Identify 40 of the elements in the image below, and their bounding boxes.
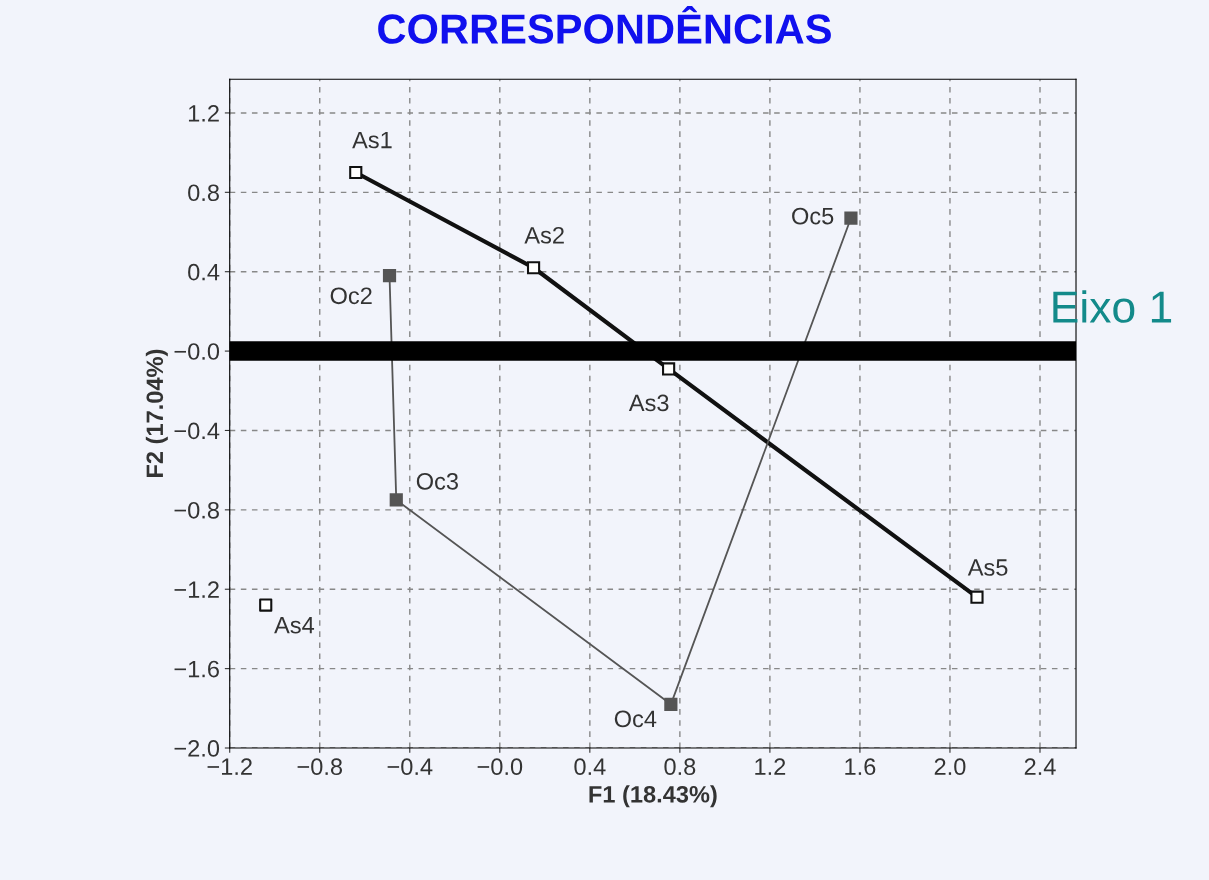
x-tick-label: −0.4 [387, 758, 433, 776]
x-axis-title: F1 (18.43%) [589, 785, 717, 808]
point [349, 165, 363, 180]
y-tick-label: 0.4 [188, 263, 220, 281]
annotation: Oc4 [614, 710, 657, 728]
annotation: As4 [274, 617, 315, 634]
point [844, 211, 858, 225]
annotation: As1 [352, 131, 392, 149]
point [970, 590, 984, 604]
annotation: Oc5 [792, 207, 834, 225]
y-tick-label: −0.4 [174, 422, 220, 440]
point [389, 493, 403, 507]
y-tick-label: −0.8 [174, 501, 219, 519]
x-tick-label: 0.4 [574, 758, 606, 776]
x-tick-label: −1.2 [207, 758, 252, 775]
y-tick-label: −1.6 [174, 660, 219, 678]
annotation: Oc3 [416, 472, 458, 490]
y-tick-label: 0.8 [188, 184, 219, 202]
y-tick-label: −0.0 [174, 343, 220, 360]
point [259, 598, 273, 612]
annotation: As2 [524, 226, 564, 244]
y-tick-label: 1.2 [188, 105, 219, 122]
point [382, 269, 397, 283]
annotation: Oc2 [330, 287, 372, 305]
annotation: As3 [628, 394, 669, 412]
chart-title: CORRESPONDÊNCIAS [378, 6, 831, 44]
x-tick-label: 1.6 [845, 758, 876, 776]
point [526, 261, 541, 275]
x-tick-label: 1.2 [755, 758, 786, 775]
y-tick-label: −1.2 [174, 581, 219, 598]
y-axis-title: F2 (17.04%) [145, 349, 168, 477]
x-tick-label: −0.8 [297, 758, 343, 776]
x-tick-label: 2.0 [934, 758, 966, 776]
x-tick-label: 0.8 [664, 758, 696, 776]
annotation: As5 [967, 559, 1008, 576]
x-tick-label: −0.0 [477, 758, 523, 776]
y-tick-label: −2.0 [174, 740, 220, 757]
point [662, 362, 676, 376]
point [664, 697, 678, 711]
x-tick-label: 2.4 [1024, 758, 1056, 775]
